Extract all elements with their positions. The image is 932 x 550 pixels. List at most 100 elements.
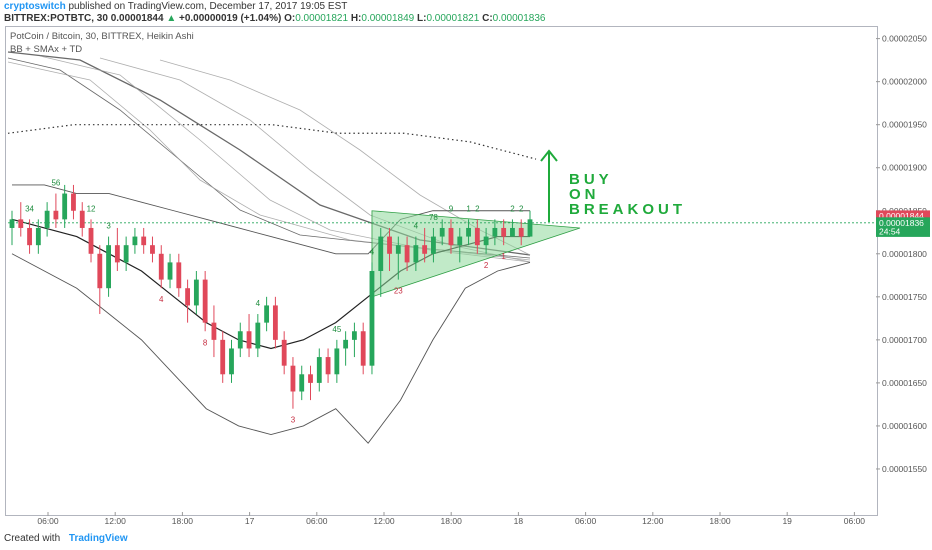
td-count-label: 9 (449, 204, 454, 213)
candle-body (150, 245, 155, 254)
candle-body (44, 210, 50, 228)
candle-body (123, 245, 129, 263)
candle-body (185, 288, 191, 306)
candle-body (299, 374, 305, 392)
y-tick-label: 0.00002050 (882, 34, 927, 44)
candle-body (97, 253, 103, 289)
td-count-label: 1 (501, 252, 506, 261)
candle-body (167, 262, 173, 280)
td-count-label: 4 (370, 247, 375, 256)
price-badge (876, 225, 930, 237)
x-tick-label: 06:00 (37, 516, 59, 526)
td-count-label: 4 (256, 299, 261, 308)
y-tick-label: 0.00001600 (882, 421, 927, 431)
td-count-label: 78 (429, 213, 438, 222)
candle-body (220, 339, 226, 375)
chart-legend: PotCoin / Bitcoin, 30, BITTREX, Heikin A… (10, 30, 194, 56)
candle-body (431, 236, 436, 254)
td-count-label: 34 (25, 204, 34, 213)
candle-body (404, 245, 410, 263)
td-count-label: 12 (87, 204, 96, 213)
td-count-label: 23 (394, 287, 403, 296)
candle-body (501, 227, 507, 237)
candle-body (360, 331, 366, 366)
candle-body (141, 236, 147, 246)
candle-body (343, 339, 349, 349)
y-tick-label: 0.00002000 (882, 77, 927, 87)
high-value: 0.00001849 (361, 13, 415, 24)
candle-body (79, 210, 85, 228)
candle-body (290, 365, 296, 392)
annotation-text: BUY (569, 171, 613, 188)
low-value: 0.00001821 (426, 13, 480, 24)
candle-body (527, 219, 533, 237)
candle-body (448, 227, 454, 246)
x-tick-label: 18:00 (441, 516, 463, 526)
candle-body (272, 305, 278, 340)
candle-body (114, 245, 120, 263)
candle-body (474, 227, 480, 246)
open-value: 0.00001821 (295, 13, 349, 24)
candle-body (18, 219, 24, 228)
td-count-label: 3 (106, 222, 111, 231)
legend-indicators: BB + SMAx + TD (10, 44, 83, 55)
triangle-pattern (371, 210, 581, 298)
bollinger-lower (11, 253, 531, 444)
x-tick-label: 12:00 (642, 516, 664, 526)
candle-body (457, 236, 463, 246)
candle-body (158, 253, 164, 280)
x-tick-label: 18:00 (172, 516, 194, 526)
y-tick-label: 0.00001550 (882, 464, 927, 474)
footer: Created with TradingView (4, 533, 128, 544)
candle-body (395, 245, 401, 254)
tradingview-logo[interactable]: TradingView (68, 533, 128, 544)
y-tick-label: 0.00001800 (882, 249, 927, 259)
td-count-label: 45 (332, 325, 341, 334)
price-badge-label: 0.00001844 (879, 211, 924, 221)
open-label: O: (284, 13, 296, 24)
td-count-label: 3 (291, 416, 296, 425)
candle-body (229, 348, 234, 375)
candle-body (53, 210, 59, 220)
candle-body (211, 322, 217, 340)
td-count-label: 1 (466, 204, 471, 213)
td-count-label: 4 (414, 222, 419, 231)
x-tick-label: 17 (245, 516, 255, 526)
publish-info: published on TradingView.com, December 1… (65, 1, 348, 12)
candle-body (510, 227, 515, 237)
td-count-label: 8 (203, 338, 208, 347)
annotation-text: ON (569, 186, 600, 203)
x-tick-label: 06:00 (575, 516, 597, 526)
candle-body (202, 279, 208, 323)
bollinger-upper (12, 184, 530, 255)
price-badge (876, 217, 930, 229)
candle-body (334, 348, 340, 375)
x-tick-label: 06:00 (844, 516, 866, 526)
candle-body (413, 245, 419, 263)
author-link[interactable]: cryptoswitch (4, 1, 66, 12)
td-count-label: 56 (51, 179, 60, 188)
price-badge-label: 0.00001836 (879, 218, 924, 228)
candle-body (193, 279, 199, 306)
low-label: L: (417, 13, 427, 24)
candle-body (308, 374, 313, 383)
candle-body (237, 331, 243, 349)
sma-long-dotted (7, 124, 537, 160)
close-label: C: (482, 13, 493, 24)
change-up-icon: ▲ (166, 13, 177, 24)
created-with: Created with (4, 533, 61, 544)
symbol-line: BITTREX:POTBTC, 30 0.00001844 ▲ +0.00000… (4, 13, 546, 24)
td-count-label: 2 (484, 261, 489, 270)
y-tick-label: 0.00001950 (882, 120, 927, 130)
high-label: H: (350, 13, 362, 24)
y-tick-label: 0.00001650 (882, 378, 927, 388)
close-value: 0.00001836 (492, 13, 546, 24)
price-change: +0.00000019 (+1.04%) (179, 13, 282, 24)
td-count-label: 2 (475, 204, 480, 213)
td-count-label: 2 (510, 204, 515, 213)
candle-body (369, 271, 375, 366)
y-tick-label: 0.00001700 (882, 335, 927, 345)
candle-body (246, 331, 252, 349)
candle-body (88, 227, 94, 254)
